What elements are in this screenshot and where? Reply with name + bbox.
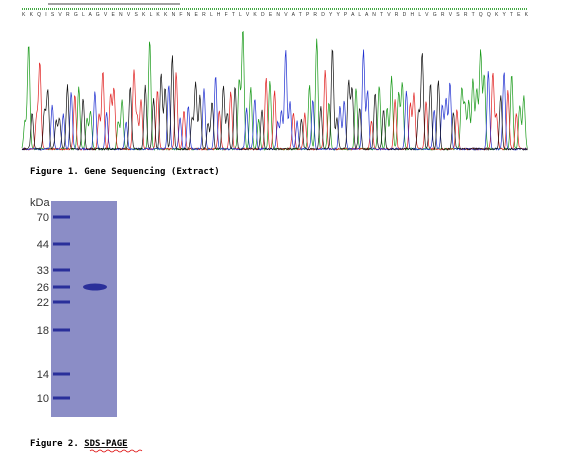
marker-label: 70 <box>37 212 49 224</box>
trace <box>21 49 528 151</box>
sample-band <box>83 283 107 291</box>
gel-unit: kDa <box>30 197 50 209</box>
gel <box>51 201 117 417</box>
marker-band <box>53 215 70 219</box>
ladder: 70 44 33 26 22 18 14 10 <box>37 212 70 405</box>
amino-acid-sequence: K K Q I S V R G L A G V E N V S K L K K … <box>22 12 529 18</box>
marker-label: 26 <box>37 282 49 294</box>
marker-band <box>53 300 70 304</box>
caption-label: Figure 1. <box>30 166 79 177</box>
marker-band <box>53 242 70 246</box>
chromatogram <box>21 30 528 151</box>
marker-label: 14 <box>37 369 49 381</box>
marker-label: 33 <box>37 265 49 277</box>
trace <box>21 49 528 151</box>
marker-band <box>53 285 70 289</box>
figure-caption: Figure 2. SDS-PAGE <box>30 438 128 449</box>
figure-caption: Figure 1. Gene Sequencing (Extract) <box>30 166 220 177</box>
marker-band <box>53 328 70 332</box>
marker-band <box>53 372 70 376</box>
caption-text: SDS-PAGE <box>84 439 127 449</box>
marker-label: 10 <box>37 393 49 405</box>
spellcheck-underline <box>89 449 143 453</box>
caption-label: Figure 2. <box>30 438 79 449</box>
marker-label: 44 <box>37 239 49 251</box>
marker-label: 18 <box>37 325 49 337</box>
marker-band <box>53 396 70 400</box>
marker-label: 22 <box>37 297 49 309</box>
caption-text: Gene Sequencing (Extract) <box>84 166 219 177</box>
trace <box>21 62 528 151</box>
marker-band <box>53 268 70 272</box>
